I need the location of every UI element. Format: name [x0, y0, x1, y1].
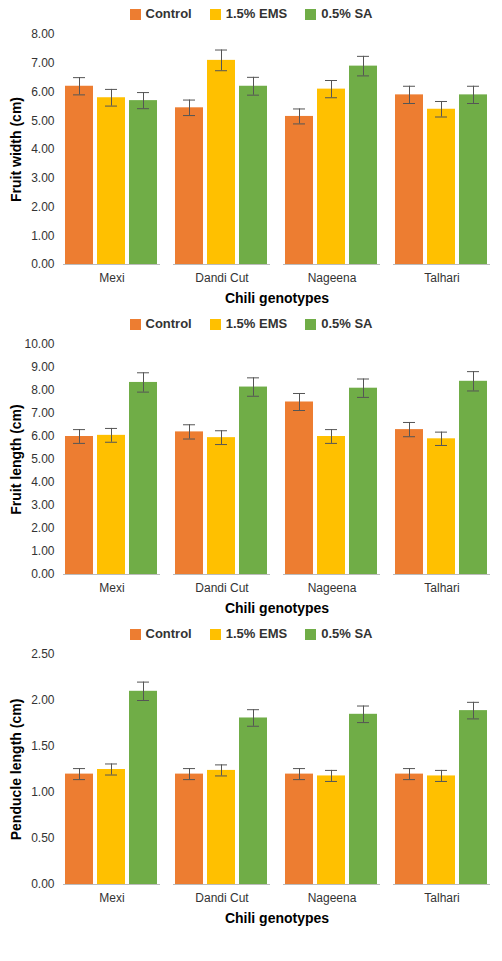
svg-text:Dandi Cut: Dandi Cut — [195, 581, 249, 595]
html-text:1.5% EMS: 1.5% EMS — [225, 5, 288, 21]
html-text:0.5% SA: 0.5% SA — [321, 5, 373, 21]
svg-text:Chili genotypes: Chili genotypes — [225, 600, 329, 616]
svg-text:Nageena: Nageena — [308, 271, 357, 285]
svg-text:Talhari: Talhari — [424, 891, 459, 905]
svg-text:1.00: 1.00 — [31, 229, 55, 243]
svg-text:9.00: 9.00 — [31, 360, 55, 374]
svg-text:2.50: 2.50 — [31, 647, 55, 661]
svg-text:6.00: 6.00 — [31, 429, 55, 443]
svg-text:4.00: 4.00 — [31, 475, 55, 489]
svg-text:Dandi Cut: Dandi Cut — [195, 271, 249, 285]
html-text:0.5% SA: 0.5% SA — [321, 625, 373, 641]
svg-text:Chili genotypes: Chili genotypes — [225, 290, 329, 306]
svg-text:5.00: 5.00 — [31, 452, 55, 466]
svg-text:8.00: 8.00 — [31, 27, 55, 41]
svg-text:Mexi: Mexi — [99, 271, 124, 285]
svg-text:Nageena: Nageena — [308, 581, 357, 595]
svg-text:1.00: 1.00 — [31, 785, 55, 799]
svg-text:7.00: 7.00 — [31, 406, 55, 420]
html-text:1.5% EMS: 1.5% EMS — [225, 315, 288, 331]
svg-text:2.00: 2.00 — [31, 200, 55, 214]
svg-text:10.00: 10.00 — [24, 337, 54, 351]
svg-text:Dandi Cut: Dandi Cut — [195, 891, 249, 905]
svg-text:6.00: 6.00 — [31, 85, 55, 99]
html-text:Control: Control — [145, 5, 192, 21]
svg-text:Nageena: Nageena — [308, 891, 357, 905]
svg-text:0.00: 0.00 — [31, 567, 55, 581]
svg-text:0.00: 0.00 — [31, 877, 55, 891]
html-text:Control: Control — [145, 625, 192, 641]
svg-text:0.50: 0.50 — [31, 831, 55, 845]
svg-text:0.00: 0.00 — [31, 257, 55, 271]
svg-text:8.00: 8.00 — [31, 383, 55, 397]
svg-text:Talhari: Talhari — [424, 581, 459, 595]
svg-text:2.00: 2.00 — [31, 693, 55, 707]
svg-text:7.00: 7.00 — [31, 56, 55, 70]
svg-text:Talhari: Talhari — [424, 271, 459, 285]
svg-text:5.00: 5.00 — [31, 114, 55, 128]
svg-text:Penducle length (cm): Penducle length (cm) — [8, 699, 24, 841]
svg-text:1.00: 1.00 — [31, 544, 55, 558]
svg-text:2.00: 2.00 — [31, 521, 55, 535]
svg-text:Mexi: Mexi — [99, 891, 124, 905]
html-text:Control: Control — [145, 315, 192, 331]
svg-text:Chili genotypes: Chili genotypes — [225, 910, 329, 926]
html-text:1.5% EMS: 1.5% EMS — [225, 625, 288, 641]
html-text:0.5% SA: 0.5% SA — [321, 315, 373, 331]
svg-text:3.00: 3.00 — [31, 171, 55, 185]
svg-text:4.00: 4.00 — [31, 142, 55, 156]
svg-text:Fruit length (cm): Fruit length (cm) — [8, 404, 24, 514]
svg-text:Mexi: Mexi — [99, 581, 124, 595]
svg-text:Fruit width (cm): Fruit width (cm) — [8, 97, 24, 202]
svg-text:1.50: 1.50 — [31, 739, 55, 753]
svg-text:3.00: 3.00 — [31, 498, 55, 512]
